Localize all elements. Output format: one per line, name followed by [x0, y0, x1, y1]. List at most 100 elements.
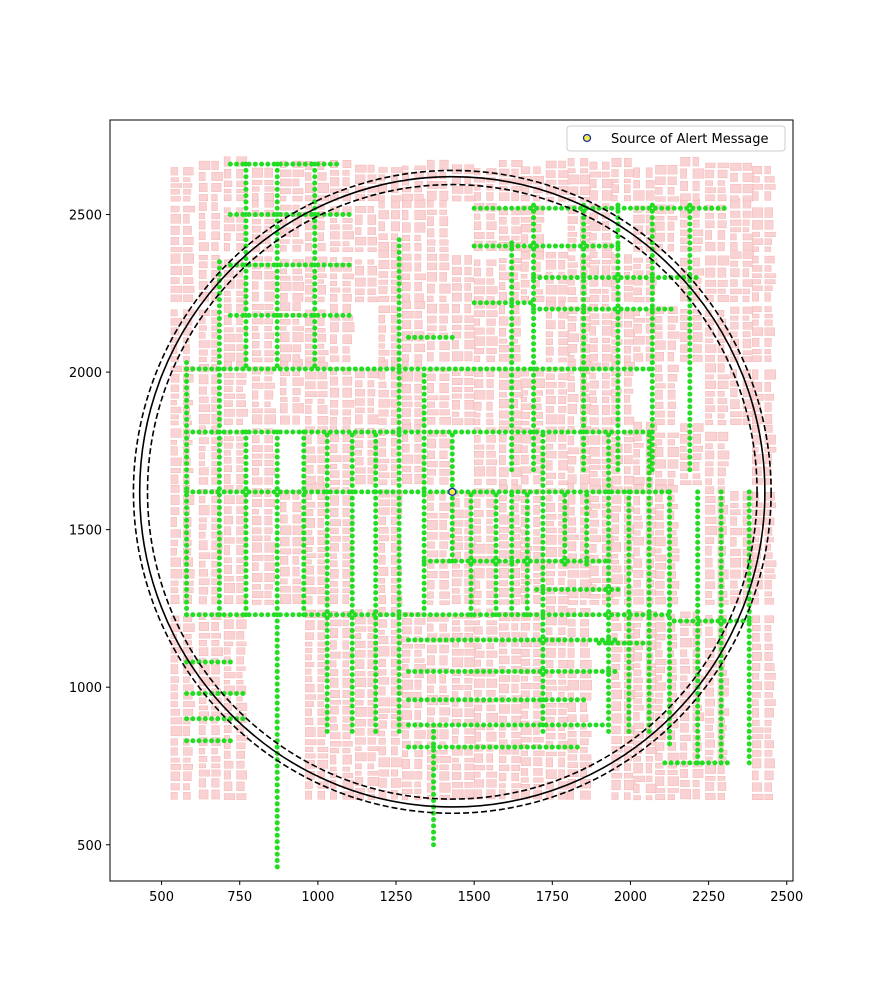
building: [473, 779, 484, 788]
sensor-point: [667, 709, 673, 715]
sensor-point: [718, 609, 724, 615]
sensor-point: [421, 467, 427, 473]
sensor-point: [695, 627, 701, 633]
sensor-point: [509, 271, 515, 277]
building: [558, 769, 565, 780]
sensor-point: [296, 489, 302, 495]
sensor-point: [349, 495, 355, 501]
building: [330, 519, 341, 526]
sensor-point: [581, 328, 587, 334]
building: [692, 354, 703, 362]
sensor-point: [468, 574, 474, 580]
building: [752, 615, 760, 623]
sensor-point: [584, 511, 590, 517]
building: [211, 711, 223, 717]
sensor-point: [184, 460, 190, 466]
building: [402, 644, 414, 649]
sensor-point: [449, 464, 455, 470]
building: [705, 569, 715, 580]
building: [611, 495, 622, 504]
sensor-point: [515, 300, 521, 306]
building: [764, 394, 775, 401]
sensor-point: [596, 429, 602, 435]
building: [655, 712, 666, 719]
building: [680, 445, 687, 452]
building: [717, 380, 729, 389]
building: [705, 380, 716, 389]
sensor-point: [715, 205, 721, 211]
sensor-point: [396, 552, 402, 558]
building: [558, 692, 565, 701]
sensor-point: [596, 366, 602, 372]
sensor-point: [493, 574, 499, 580]
building: [633, 692, 643, 697]
sensor-point: [468, 593, 474, 599]
building: [705, 162, 716, 169]
building: [667, 401, 677, 409]
building: [342, 376, 353, 386]
sensor-point: [687, 234, 693, 240]
building: [580, 790, 591, 800]
sensor-point: [216, 593, 222, 599]
building: [589, 337, 598, 343]
building: [211, 789, 220, 800]
sensor-point: [674, 275, 680, 281]
sensor-point: [693, 275, 699, 281]
building: [342, 640, 349, 650]
sensor-point: [216, 467, 222, 473]
building: [264, 186, 275, 192]
building: [439, 750, 448, 755]
sensor-point: [515, 366, 521, 372]
building: [170, 646, 182, 654]
building: [342, 741, 353, 747]
sensor-point: [216, 587, 222, 593]
building: [589, 599, 600, 605]
sensor-point: [216, 334, 222, 340]
building: [330, 569, 339, 579]
sensor-point: [312, 174, 318, 180]
sensor-point: [568, 306, 574, 312]
building: [280, 282, 292, 291]
building: [752, 231, 760, 237]
building: [498, 527, 510, 533]
building: [589, 471, 598, 477]
building: [520, 195, 530, 202]
sensor-point: [246, 489, 252, 495]
sensor-point: [746, 760, 752, 766]
sensor-point: [324, 564, 330, 570]
building: [667, 244, 674, 252]
building: [567, 375, 575, 381]
sensor-point: [543, 306, 549, 312]
building: [742, 295, 750, 302]
building: [414, 253, 422, 261]
building: [655, 364, 662, 373]
building: [545, 686, 557, 691]
building: [264, 376, 273, 382]
sensor-point: [301, 511, 307, 517]
building: [198, 309, 210, 316]
sensor-point: [667, 741, 673, 747]
building: [589, 435, 601, 445]
building: [223, 279, 235, 289]
sensor-point: [477, 429, 483, 435]
building: [305, 455, 317, 463]
building: [330, 241, 341, 246]
building: [464, 728, 476, 735]
sensor-point: [695, 501, 701, 507]
building: [402, 781, 412, 788]
building: [305, 434, 312, 445]
sensor-point: [509, 489, 515, 495]
sensor-point: [216, 397, 222, 403]
sensor-point: [646, 571, 652, 577]
building: [252, 303, 264, 310]
building: [252, 167, 263, 178]
sensor-point: [581, 410, 587, 416]
building: [355, 457, 364, 466]
sensor-point: [349, 646, 355, 652]
building: [545, 271, 553, 278]
building: [705, 467, 714, 477]
sensor-point: [646, 546, 652, 552]
building: [264, 477, 273, 485]
building: [198, 357, 207, 363]
building: [452, 399, 460, 410]
